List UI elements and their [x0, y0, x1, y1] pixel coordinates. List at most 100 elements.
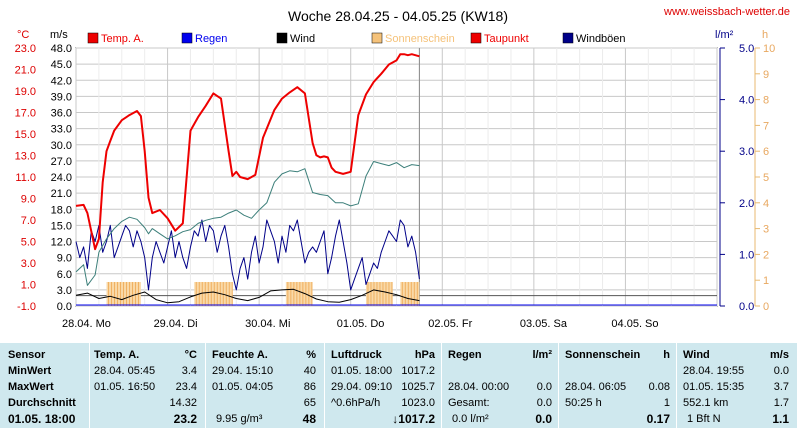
sun-tick-label: 9 — [763, 69, 769, 81]
rain-tick-label: 5.0 — [739, 43, 754, 55]
sun-tick-label: 4 — [763, 198, 769, 210]
legend-label: Windböen — [576, 33, 626, 45]
temp-tick-label: 9.0 — [21, 194, 36, 206]
col-temperature: Temp. A. °C 28.04. 05:45 3.4 01.05. 16:5… — [90, 343, 205, 428]
sun-avg: 1 — [663, 397, 670, 409]
pressure-avg: 1023.0 — [401, 397, 435, 409]
wind-tick-label: 12.0 — [51, 237, 72, 249]
sun-max-time: 28.04. 06:05 — [565, 381, 627, 393]
temp-max-time: 01.05. 16:50 — [94, 381, 156, 393]
wind-unit: m/s — [770, 349, 789, 361]
sun-unit: h — [663, 349, 670, 361]
day-label: 04.05. So — [611, 318, 658, 330]
temp-min-time: 28.04. 05:45 — [94, 365, 156, 377]
wind-header: Wind — [683, 349, 710, 361]
day-label: 02.05. Fr — [428, 318, 472, 330]
wind-tick-label: 24.0 — [51, 172, 72, 184]
temp-tick-label: 5.0 — [21, 237, 36, 249]
wind-tick-label: 30.0 — [51, 140, 72, 152]
wind-tick-label: 27.0 — [51, 156, 72, 168]
sun-tick-label: 8 — [763, 95, 769, 107]
col-rain: Regen l/m² 28.04. 00:00 0.0 Gesamt: 0.0 … — [442, 343, 558, 428]
rain-tick-label: 1.0 — [739, 249, 754, 261]
wind-min-time: 28.04. 19:55 — [683, 365, 745, 377]
pressure-now: ↓1017.2 — [392, 412, 435, 426]
day-label: 28.04. Mo — [62, 318, 111, 330]
rain-tick-label: 2.0 — [739, 198, 754, 210]
legend-swatch — [276, 32, 288, 44]
rain-max-value: 0.0 — [536, 381, 552, 393]
sunshine-block — [365, 282, 393, 306]
wind-max-time: 01.05. 15:35 — [683, 381, 745, 393]
legend-swatch — [371, 32, 383, 44]
rain-unit-label: l/m² — [715, 29, 734, 41]
temp-tick-label: 19.0 — [15, 86, 36, 98]
pressure-trend: ^0.6hPa/h — [331, 397, 381, 409]
rain-total-label: Gesamt: — [448, 397, 490, 409]
sun-max-value: 0.08 — [648, 381, 670, 393]
temp-unit-label: °C — [17, 29, 29, 41]
rain-tick-label: 3.0 — [739, 146, 754, 158]
wind-gusts-line — [75, 219, 420, 291]
humidity-min-value: 40 — [303, 365, 316, 377]
col-humidity: Feuchte A. % 29.04. 15:10 40 01.05. 04:0… — [206, 343, 324, 428]
temperature-line — [75, 53, 420, 251]
humidity-avg: 65 — [303, 397, 316, 409]
sun-total: 50:25 h — [565, 397, 602, 409]
wind-tick-label: 15.0 — [51, 220, 72, 232]
sun-tick-label: 1 — [763, 275, 769, 287]
temp-tick-label: 17.0 — [15, 108, 36, 120]
temp-header: Temp. A. — [94, 349, 140, 361]
col-sensor: Sensor MinWert MaxWert Durchschnitt 01.0… — [0, 343, 90, 428]
humidity-max-time: 01.05. 04:05 — [212, 381, 274, 393]
sensor-header: Sensor — [8, 349, 46, 361]
wind-tick-label: 18.0 — [51, 204, 72, 216]
rain-tick-label: 4.0 — [739, 95, 754, 107]
sunshine-block — [400, 282, 420, 306]
col-pressure: Luftdruck hPa 01.05. 18:00 1017.2 29.04.… — [325, 343, 441, 428]
legend-label: Wind — [290, 33, 315, 45]
temp-now: 23.2 — [173, 412, 197, 426]
pressure-max-time: 29.04. 09:10 — [331, 381, 393, 393]
sunshine-block — [285, 282, 313, 306]
wind-now: 1.1 — [772, 412, 789, 426]
wind-tick-label: 36.0 — [51, 108, 72, 120]
legend-label: Sonnenschein — [385, 33, 455, 45]
weather-week-chart: 23.021.019.017.015.013.011.09.07.05.03.0… — [15, 6, 790, 330]
wind-tick-label: 33.0 — [51, 124, 72, 136]
humidity-header: Feuchte A. — [212, 349, 268, 361]
legend-label: Regen — [195, 33, 227, 45]
chart-title: Woche 28.04.25 - 04.05.25 (KW18) — [288, 8, 508, 24]
day-label: 01.05. Do — [337, 318, 385, 330]
wind-line — [75, 288, 420, 304]
wind-tick-label: 42.0 — [51, 75, 72, 87]
legend-swatch — [87, 32, 99, 44]
row-label-avg: Durchschnitt — [8, 397, 76, 409]
rain-max-time: 28.04. 00:00 — [448, 381, 510, 393]
temp-unit: °C — [184, 349, 197, 361]
temp-tick-label: -1.0 — [17, 301, 36, 313]
statistics-table: Sensor MinWert MaxWert Durchschnitt 01.0… — [0, 343, 797, 428]
pressure-unit: hPa — [414, 349, 435, 361]
wind-tick-label: 6.0 — [57, 269, 72, 281]
temp-min-value: 3.4 — [181, 365, 197, 377]
sun-tick-label: 10 — [763, 43, 775, 55]
wind-min-value: 0.0 — [773, 365, 789, 377]
temp-tick-label: 23.0 — [15, 43, 36, 55]
row-label-min: MinWert — [8, 365, 52, 377]
sun-tick-label: 3 — [763, 224, 769, 236]
rain-unit: l/m² — [532, 349, 552, 361]
col-wind: Wind m/s 28.04. 19:55 0.0 01.05. 15:35 3… — [677, 343, 797, 428]
day-label: 29.04. Di — [154, 318, 198, 330]
legend-label: Taupunkt — [484, 33, 529, 45]
wind-avg: 1.7 — [773, 397, 789, 409]
wind-tick-label: 21.0 — [51, 188, 72, 200]
row-label-max: MaxWert — [8, 381, 54, 393]
rain-total: 0.0 — [536, 397, 552, 409]
wind-beaufort: 1 Bft N — [687, 413, 721, 425]
humidity-unit: % — [306, 349, 316, 361]
wind-unit-label: m/s — [50, 29, 68, 41]
col-sunshine: Sonnenschein h 28.04. 06:05 0.08 50:25 h… — [559, 343, 676, 428]
temp-tick-label: 1.0 — [21, 280, 36, 292]
wind-tick-label: 9.0 — [57, 253, 72, 265]
